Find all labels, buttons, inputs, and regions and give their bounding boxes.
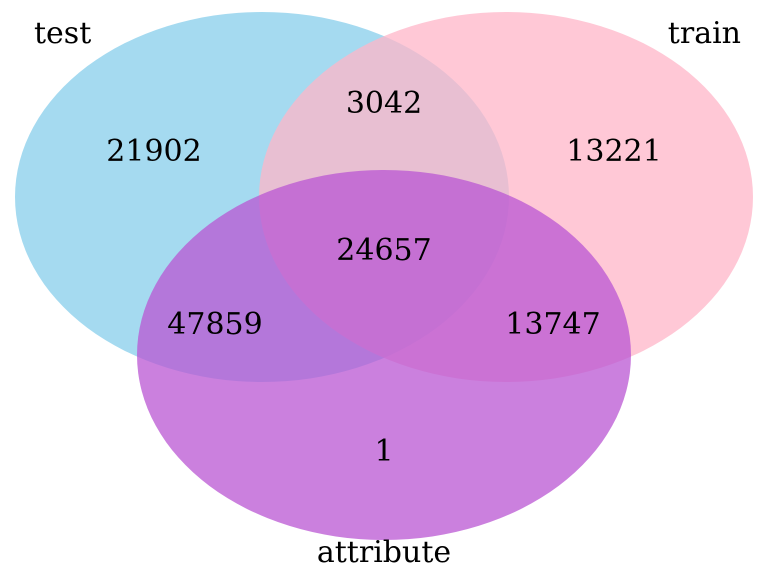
region-count-all-three: 24657 (336, 233, 431, 268)
set-label-attribute: attribute (317, 535, 451, 570)
region-count-test-only: 21902 (106, 134, 201, 169)
region-count-test-train: 3042 (346, 86, 422, 121)
set-label-test: test (34, 16, 91, 51)
region-count-train-only: 13221 (566, 134, 661, 169)
region-count-test-attribute: 47859 (167, 307, 262, 342)
region-count-train-attribute: 13747 (505, 307, 600, 342)
set-label-train: train (668, 16, 741, 51)
set-attribute-ellipse (137, 170, 631, 540)
region-count-attribute-only: 1 (374, 434, 393, 469)
